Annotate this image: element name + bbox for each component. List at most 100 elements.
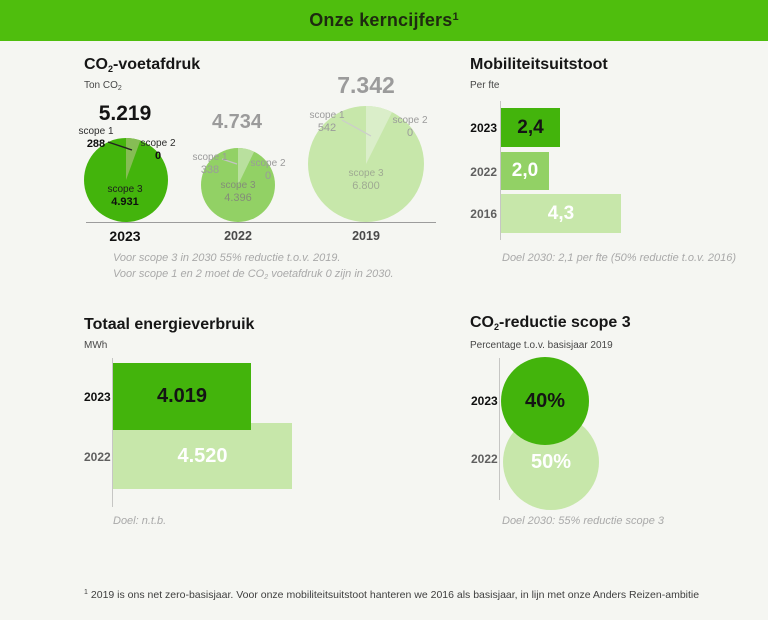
page-footnote: 1 2019 is ons net zero-basisjaar. Voor on…	[84, 589, 744, 601]
page-title-footnote-marker: 1	[452, 11, 459, 23]
energy-note: Doel: n.t.b.	[113, 515, 167, 527]
note-text: voetafdruk 0 zijn in 2030.	[268, 268, 394, 280]
page-title: Onze kerncijfers1	[309, 10, 459, 31]
bubble-value-label: 50%	[530, 450, 572, 473]
scope2-name: scope 2	[250, 158, 286, 169]
mobility-axis-line	[500, 101, 501, 240]
title-subscript: 2	[108, 64, 114, 74]
scope3-value: 6.800	[352, 180, 380, 192]
scope2-name: scope 2	[392, 115, 428, 126]
title-text: CO	[470, 314, 494, 331]
panel-co2-reduction: CO2-reductie scope 3 Percentage t.o.v. b…	[470, 312, 768, 542]
pie-2022-scope1-label: scope 1 338	[192, 152, 227, 176]
scope1-name: scope 1	[78, 126, 114, 137]
mobility-bar-2023: 2,4	[501, 108, 560, 147]
co2-footprint-title: CO2-voetafdruk	[84, 56, 444, 74]
co2-footprint-unit: Ton CO2	[84, 80, 122, 92]
scope2-value: 0	[154, 150, 162, 162]
pie-2019-scope1-label: scope 1 542	[309, 110, 344, 134]
reduction-year-2023: 2023	[471, 394, 498, 408]
mobility-year-2022: 2022	[470, 165, 497, 179]
pie-2019-total: 7.342	[337, 72, 395, 98]
bar-value-label: 4,3	[547, 202, 575, 224]
pie-2022-total: 4.734	[211, 111, 263, 133]
reduction-bubble-2023: 40%	[501, 357, 589, 445]
energy-axis-line	[112, 358, 113, 507]
mobility-title: Mobiliteitsuitstoot	[470, 56, 608, 73]
panel-mobility: Mobiliteitsuitstoot Per fte 2,4 2,0 4,3 …	[470, 56, 768, 286]
mobility-note: Doel 2030: 2,1 per fte (50% reductie t.o…	[502, 252, 736, 264]
note-text: Voor scope 1 en 2 moet de CO	[113, 268, 265, 280]
pie-2022-svg	[201, 148, 275, 222]
pie-2019-scope2-label: scope 2 0	[392, 115, 427, 139]
pie-2019	[308, 106, 424, 222]
scope1-value: 542	[317, 122, 337, 134]
pie-2022-scope1-slice	[238, 148, 255, 185]
scope3-value: 4.396	[224, 192, 252, 204]
pie-2022-scope3-label: scope 3 4.396	[220, 180, 255, 204]
co2-reduction-title: CO2-reductie scope 3	[470, 314, 631, 332]
panel-co2-footprint: CO2-voetafdruk Ton CO2 5.21	[78, 56, 444, 296]
energy-bar-2023: 4.019	[113, 363, 251, 430]
energy-title: Totaal energieverbruik	[84, 316, 255, 333]
scope2-name: scope 2	[140, 138, 176, 149]
energy-year-2022: 2022	[84, 450, 111, 464]
title-text: -reductie scope 3	[499, 314, 631, 331]
co2-reduction-unit: Percentage t.o.v. basisjaar 2019	[470, 340, 613, 351]
mobility-bar-2022: 2,0	[501, 152, 549, 190]
title-text: CO	[84, 56, 108, 73]
co2-reduction-note: Doel 2030: 55% reductie scope 3	[502, 515, 665, 527]
scope1-name: scope 1	[192, 152, 228, 163]
note-subscript: 2	[264, 274, 269, 281]
header-bar: Onze kerncijfers1	[0, 0, 768, 41]
mobility-year-2023: 2023	[470, 121, 497, 135]
mobility-year-2016: 2016	[470, 207, 497, 221]
pie-2019-svg	[308, 106, 424, 222]
scope1-value: 338	[200, 164, 220, 176]
co2-footprint-note-line2: Voor scope 1 en 2 moet de CO2 voetafdruk…	[113, 266, 394, 286]
co2-footprint-note: Voor scope 3 in 2030 55% reductie t.o.v.…	[113, 250, 394, 286]
pie-2023-total: 5.219	[98, 102, 152, 125]
bar-value-label: 4.019	[156, 385, 208, 407]
scope3-value: 4.931	[111, 196, 139, 208]
energy-year-2023: 2023	[84, 390, 111, 404]
footnote-marker: 1	[84, 589, 88, 596]
scope3-name: scope 3	[220, 180, 256, 191]
scope2-value: 0	[264, 170, 272, 182]
pie-2022-scope2-label: scope 2 0	[250, 158, 285, 182]
pie-2023-scope2-label: scope 2 0	[140, 138, 175, 162]
title-subscript: 2	[494, 322, 500, 332]
pie-year-2022: 2022	[224, 229, 252, 243]
scope3-name: scope 3	[348, 168, 384, 179]
page-title-text: Onze kerncijfers	[309, 10, 453, 30]
mobility-unit: Per fte	[470, 80, 500, 91]
scope1-value: 288	[86, 138, 106, 150]
energy-bar-2022: 4.520	[113, 423, 292, 489]
bar-value-label: 2,4	[517, 116, 544, 138]
pie-2023-scope3-label: scope 3 4.931	[107, 184, 142, 208]
unit-subscript: 2	[117, 85, 122, 92]
scope2-value: 0	[406, 127, 414, 139]
footnote-text: 2019 is ons net zero-basisjaar. Voor onz…	[90, 589, 700, 601]
co2-reduction-axis-line	[499, 358, 500, 500]
bar-value-label: 4.520	[177, 444, 228, 467]
pie-2019-scope3-label: scope 3 6.800	[348, 168, 383, 192]
pie-2022	[201, 148, 275, 222]
bar-value-label: 2,0	[511, 160, 539, 181]
pie-2023-scope1-label: scope 1 288	[78, 126, 113, 150]
panel-energy: Totaal energieverbruik MWh 4.520 4.019 2…	[84, 312, 444, 542]
title-text: -voetafdruk	[113, 56, 201, 73]
bubble-value-label: 40%	[524, 389, 566, 412]
pie-2019-scope1-slice	[366, 106, 392, 164]
pie-year-2023: 2023	[109, 228, 141, 244]
pie-year-2019: 2019	[352, 229, 380, 243]
unit-text: Ton CO	[84, 80, 118, 91]
reduction-year-2022: 2022	[471, 452, 498, 466]
mobility-bar-2016: 4,3	[501, 194, 621, 233]
energy-unit: MWh	[84, 340, 108, 351]
scope1-name: scope 1	[309, 110, 345, 121]
scope3-name: scope 3	[107, 184, 143, 195]
pie-baseline	[86, 222, 436, 223]
co2-footprint-note-line1: Voor scope 3 in 2030 55% reductie t.o.v.…	[113, 252, 341, 264]
